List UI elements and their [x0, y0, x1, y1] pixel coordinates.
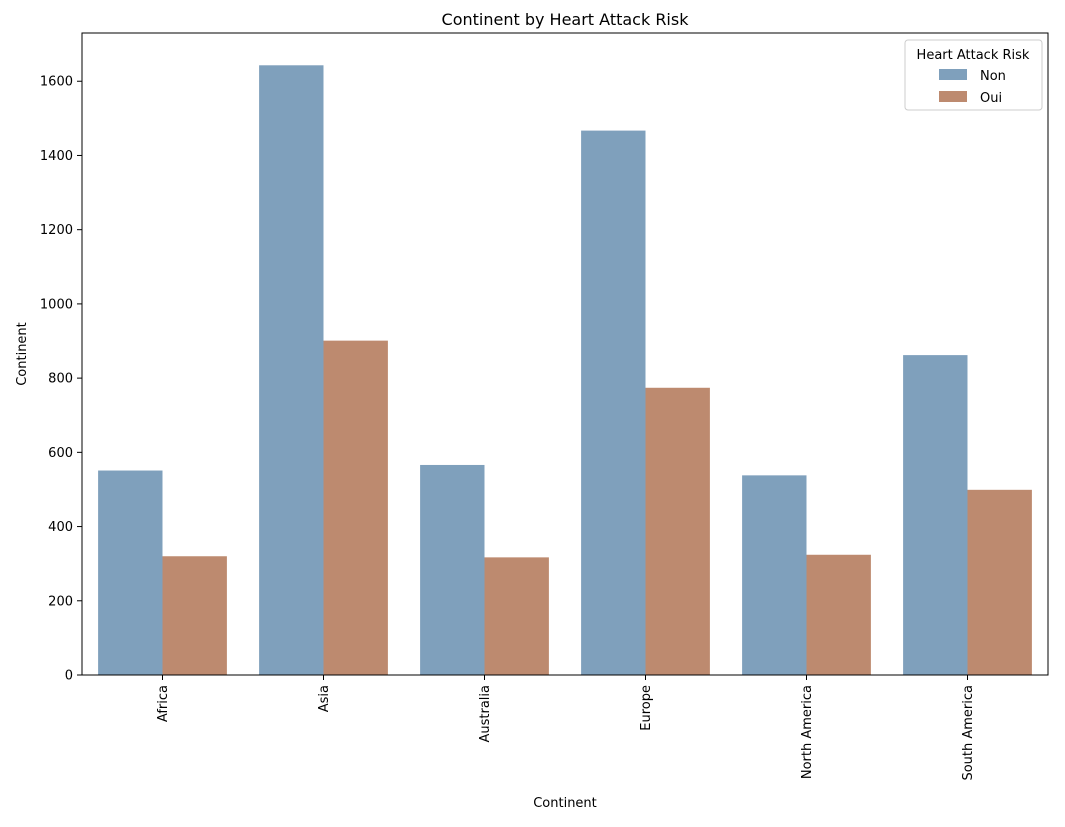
- y-tick-label-600: 600: [48, 446, 73, 461]
- bar-australia-non: [420, 464, 485, 675]
- legend-title: Heart Attack Risk: [917, 48, 1030, 63]
- bar-north-america-non: [742, 475, 807, 675]
- y-tick-label-0: 0: [65, 669, 73, 684]
- x-tick-label-australia: Australia: [478, 685, 493, 743]
- legend: Heart Attack Risk Non Oui: [904, 39, 1043, 111]
- legend-swatch-non: [939, 69, 967, 80]
- plot-frame: [81, 32, 1049, 676]
- bar-australia-oui: [484, 557, 549, 675]
- x-tick-label-africa: Africa: [156, 685, 171, 722]
- bars-group: [98, 65, 1032, 676]
- x-tick-label-north-america: North America: [800, 685, 815, 779]
- x-tick-label-asia: Asia: [317, 685, 332, 712]
- x-axis-title: Continent: [533, 796, 597, 811]
- legend-label-non: Non: [980, 69, 1006, 84]
- bar-asia-oui: [323, 340, 388, 675]
- bar-europe-non: [581, 130, 646, 675]
- y-tick-label-1400: 1400: [40, 149, 73, 164]
- y-tick-label-200: 200: [48, 594, 73, 609]
- legend-swatch-oui: [939, 91, 967, 102]
- bar-africa-non: [98, 470, 163, 675]
- bar-asia-non: [259, 65, 324, 676]
- legend-label-oui: Oui: [980, 91, 1002, 106]
- x-axis-ticks: Africa Asia Australia Europe North America So…: [156, 675, 976, 781]
- bar-africa-oui: [162, 556, 227, 675]
- y-tick-label-1600: 1600: [40, 75, 73, 90]
- bar-north-america-oui: [806, 554, 871, 675]
- y-tick-label-400: 400: [48, 520, 73, 535]
- bar-south-america-oui: [967, 489, 1032, 675]
- chart-title: Continent by Heart Attack Risk: [442, 10, 690, 29]
- y-tick-label-1200: 1200: [40, 223, 73, 238]
- y-tick-label-1000: 1000: [40, 297, 73, 312]
- bar-south-america-non: [903, 355, 968, 675]
- y-tick-label-800: 800: [48, 372, 73, 387]
- x-tick-label-europe: Europe: [639, 685, 654, 731]
- y-axis-ticks: 0 200 400 600 800 1000 1200 1400 1600: [40, 75, 82, 684]
- y-axis-title: Continent: [15, 322, 30, 386]
- x-tick-label-south-america: South America: [961, 685, 976, 781]
- bar-europe-oui: [645, 387, 710, 675]
